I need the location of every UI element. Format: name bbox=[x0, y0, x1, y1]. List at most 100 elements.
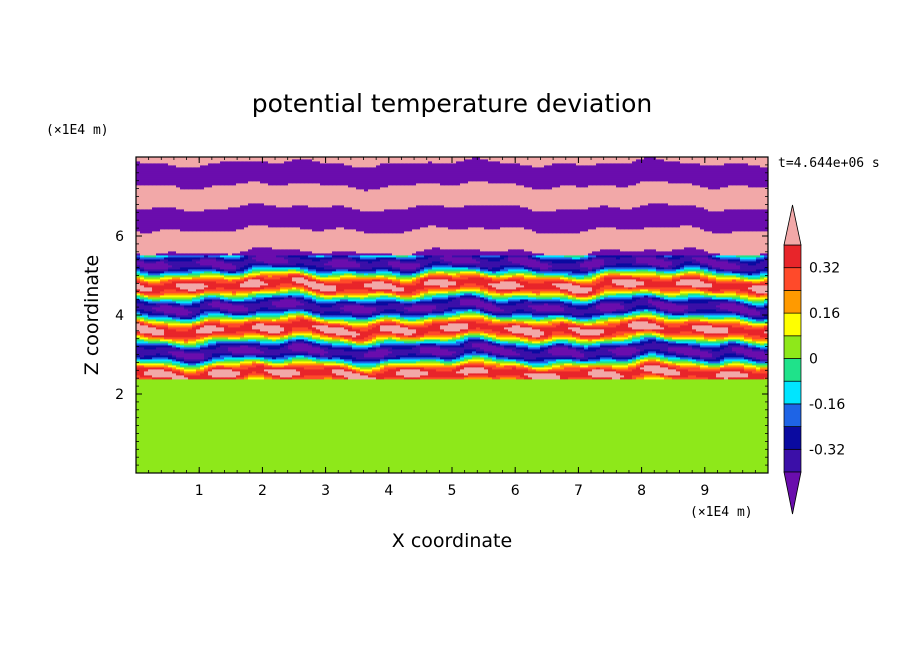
field-cell bbox=[144, 459, 149, 462]
field-cell bbox=[392, 441, 397, 444]
field-cell bbox=[256, 461, 261, 464]
field-cell bbox=[572, 447, 577, 450]
field-cell bbox=[764, 455, 768, 458]
field-cell bbox=[744, 471, 749, 473]
field-cell bbox=[636, 441, 641, 444]
field-cell bbox=[688, 447, 693, 450]
field-cell bbox=[388, 469, 393, 472]
field-cell bbox=[664, 461, 669, 464]
field-cell bbox=[624, 455, 629, 458]
field-cell bbox=[180, 459, 185, 462]
field-cell bbox=[488, 449, 493, 452]
field-cell bbox=[732, 469, 737, 472]
field-cell bbox=[748, 465, 753, 468]
field-cell bbox=[460, 463, 465, 466]
field-cell bbox=[244, 457, 249, 460]
field-cell bbox=[304, 463, 309, 466]
field-cell bbox=[488, 453, 493, 456]
field-cell bbox=[200, 455, 205, 458]
field-cell bbox=[700, 465, 705, 468]
field-cell bbox=[196, 447, 201, 450]
field-cell bbox=[360, 443, 365, 446]
field-cell bbox=[508, 471, 513, 473]
field-cell bbox=[532, 461, 537, 464]
field-cell bbox=[452, 445, 457, 448]
field-cell bbox=[244, 469, 249, 472]
field-cell bbox=[428, 449, 433, 452]
field-cell bbox=[216, 453, 221, 456]
field-cell bbox=[300, 463, 305, 466]
field-cell bbox=[564, 441, 569, 444]
field-cell bbox=[612, 447, 617, 450]
field-cell bbox=[148, 467, 153, 470]
field-cell bbox=[244, 455, 249, 458]
field-cell bbox=[344, 459, 349, 462]
field-cell bbox=[592, 449, 597, 452]
field-cell bbox=[460, 459, 465, 462]
field-cell bbox=[200, 463, 205, 466]
field-cell bbox=[192, 463, 197, 466]
field-cell bbox=[372, 449, 377, 452]
field-cell bbox=[152, 461, 157, 464]
field-cell bbox=[244, 451, 249, 454]
field-cell bbox=[696, 471, 701, 473]
field-cell bbox=[584, 441, 589, 444]
field-cell bbox=[740, 455, 745, 458]
field-cell bbox=[344, 443, 349, 446]
field-cell bbox=[352, 443, 357, 446]
field-cell bbox=[308, 463, 313, 466]
field-cell bbox=[608, 459, 613, 462]
field-cell bbox=[208, 445, 213, 448]
field-cell bbox=[480, 447, 485, 450]
field-cell bbox=[268, 471, 273, 473]
field-cell bbox=[580, 441, 585, 444]
field-cell bbox=[588, 461, 593, 464]
field-cell bbox=[136, 459, 141, 462]
field-cell bbox=[164, 453, 169, 456]
field-cell bbox=[532, 469, 537, 472]
field-cell bbox=[648, 443, 653, 446]
field-cell bbox=[648, 467, 653, 470]
field-cell bbox=[504, 447, 509, 450]
field-cell bbox=[608, 447, 613, 450]
field-cell bbox=[204, 469, 209, 472]
field-cell bbox=[708, 451, 713, 454]
field-cell bbox=[420, 469, 425, 472]
field-cell bbox=[188, 459, 193, 462]
field-cell bbox=[180, 461, 185, 464]
field-cell bbox=[544, 463, 549, 466]
field-cell bbox=[588, 449, 593, 452]
field-cell bbox=[580, 443, 585, 446]
field-cell bbox=[412, 455, 417, 458]
field-cell bbox=[324, 449, 329, 452]
field-cell bbox=[144, 447, 149, 450]
field-cell bbox=[608, 453, 613, 456]
field-cell bbox=[136, 467, 141, 470]
field-cell bbox=[144, 455, 149, 458]
field-cell bbox=[244, 467, 249, 470]
field-cell bbox=[180, 455, 185, 458]
field-cell bbox=[700, 463, 705, 466]
field-cell bbox=[688, 445, 693, 448]
field-cell bbox=[328, 455, 333, 458]
field-cell bbox=[380, 453, 385, 456]
field-cell bbox=[700, 461, 705, 464]
field-cell bbox=[612, 451, 617, 454]
field-cell bbox=[764, 461, 768, 464]
field-cell bbox=[392, 469, 397, 472]
field-cell bbox=[720, 455, 725, 458]
field-cell bbox=[400, 455, 405, 458]
field-cell bbox=[572, 465, 577, 468]
field-cell bbox=[380, 463, 385, 466]
field-cell bbox=[224, 461, 229, 464]
field-cell bbox=[592, 453, 597, 456]
field-cell bbox=[244, 465, 249, 468]
field-cell bbox=[692, 467, 697, 470]
field-cell bbox=[428, 445, 433, 448]
field-cell bbox=[208, 465, 213, 468]
field-cell bbox=[232, 453, 237, 456]
field-cell bbox=[380, 451, 385, 454]
field-cell bbox=[212, 463, 217, 466]
field-cell bbox=[220, 453, 225, 456]
field-cell bbox=[660, 471, 665, 473]
